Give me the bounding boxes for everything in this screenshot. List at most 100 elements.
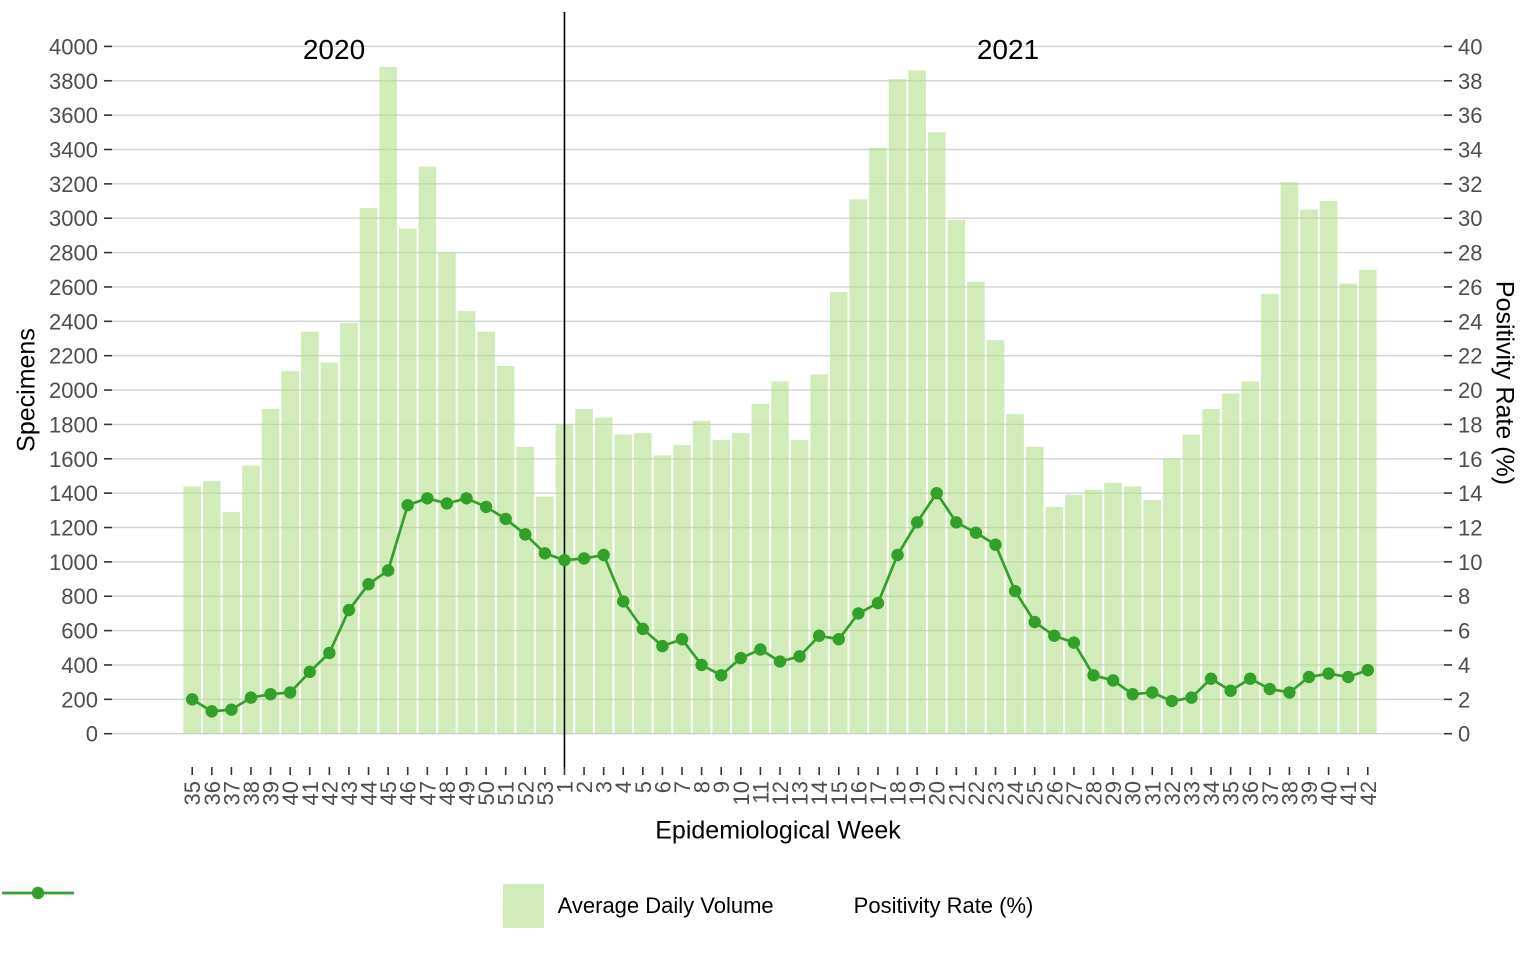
x-tick-label: 41 xyxy=(1336,781,1361,805)
volume-bar xyxy=(242,465,260,734)
volume-bar xyxy=(634,433,652,734)
positivity-point xyxy=(421,492,434,505)
volume-bar xyxy=(888,79,907,734)
positivity-point xyxy=(910,516,924,529)
x-tick-label: 35 xyxy=(1219,781,1244,805)
volume-bar xyxy=(340,323,358,734)
y2-tick-label: 8 xyxy=(1458,584,1470,609)
positivity-point xyxy=(460,492,473,505)
y-tick-label: 1000 xyxy=(49,550,98,575)
volume-bar xyxy=(398,228,417,734)
positivity-point xyxy=(1146,686,1159,699)
volume-bar xyxy=(300,331,319,734)
positivity-point xyxy=(812,629,826,642)
x-tick-label: 27 xyxy=(1062,781,1087,805)
volume-bar xyxy=(849,199,868,734)
y2-tick-label: 18 xyxy=(1458,412,1482,437)
positivity-point xyxy=(1008,584,1022,598)
x-tick-label: 31 xyxy=(1140,781,1165,805)
y-tick-label: 2600 xyxy=(49,275,98,300)
x-tick-label: 48 xyxy=(435,781,460,805)
volume-bar xyxy=(986,340,1005,734)
x-tick-label: 18 xyxy=(886,781,911,805)
volume-bar xyxy=(1221,393,1240,734)
volume-bar xyxy=(261,408,280,734)
x-tick-label: 14 xyxy=(807,781,832,805)
volume-bar xyxy=(732,433,750,734)
positivity-point xyxy=(538,547,552,560)
volume-bar xyxy=(536,496,554,734)
volume-bar xyxy=(1123,486,1142,734)
positivity-point xyxy=(577,552,591,565)
legend-item-positivity: Positivity Rate (%) xyxy=(2,886,1033,919)
positivity-point xyxy=(773,655,787,668)
volume-bar xyxy=(202,481,221,734)
x-tick-label: 32 xyxy=(1160,781,1185,805)
volume-bar xyxy=(712,439,731,734)
x-tick-label: 2 xyxy=(572,781,597,793)
positivity-point xyxy=(342,603,356,617)
positivity-point xyxy=(1263,682,1277,696)
positivity-point xyxy=(205,705,218,718)
y-tick-label: 400 xyxy=(61,653,98,678)
x-tick-label: 11 xyxy=(748,781,773,804)
x-tick-label: 30 xyxy=(1121,781,1146,805)
positivity-point xyxy=(519,528,532,541)
positivity-point xyxy=(950,516,963,529)
volume-bar xyxy=(1339,283,1357,734)
x-tick-label: 8 xyxy=(690,781,715,793)
positivity-point xyxy=(479,500,493,514)
y-tick-label: 200 xyxy=(61,687,98,712)
volume-bar xyxy=(1045,506,1064,734)
positivity-point xyxy=(1302,670,1316,684)
y-tick-label: 0 xyxy=(86,722,98,747)
volume-bar xyxy=(810,374,828,734)
positivity-point xyxy=(1244,672,1257,685)
positivity-point xyxy=(323,646,336,660)
x-tick-label: 37 xyxy=(219,781,244,805)
positivity-point xyxy=(283,686,297,699)
positivity-point xyxy=(1165,694,1179,708)
positivity-point xyxy=(715,669,728,682)
volume-bar xyxy=(1319,201,1338,734)
positivity-point xyxy=(1341,670,1355,684)
y-tick-label: 3600 xyxy=(49,103,98,128)
positivity-point xyxy=(264,687,277,701)
x-tick-label: 35 xyxy=(180,781,205,805)
volume-bar xyxy=(457,311,476,734)
positivity-point xyxy=(1067,636,1081,649)
positivity-point xyxy=(1322,667,1335,680)
volume-bar xyxy=(575,408,593,734)
x-tick-label: 6 xyxy=(650,781,675,793)
volume-bar xyxy=(1104,482,1122,734)
positivity-point xyxy=(930,486,943,500)
volume-bar xyxy=(1143,500,1162,734)
x-tick-label: 49 xyxy=(455,781,480,805)
y2-tick-label: 26 xyxy=(1458,275,1482,300)
volume-bar xyxy=(594,417,613,734)
volume-bar xyxy=(673,445,691,734)
x-tick-label: 5 xyxy=(631,781,656,793)
volume-bar xyxy=(359,207,378,734)
y-tick-label: 3000 xyxy=(49,206,98,231)
x-tick-label: 39 xyxy=(1297,781,1322,805)
y2-tick-label: 32 xyxy=(1458,172,1482,197)
positivity-point xyxy=(989,538,1002,551)
volume-bar xyxy=(1261,293,1279,734)
y-tick-label: 1800 xyxy=(49,412,98,437)
x-tick-label: 25 xyxy=(1023,781,1048,805)
positivity-point xyxy=(675,632,689,646)
x-tick-label: 38 xyxy=(239,781,264,805)
y2-tick-label: 14 xyxy=(1458,481,1482,506)
y2-tick-label: 10 xyxy=(1458,550,1482,575)
x-tick-label: 9 xyxy=(709,781,734,793)
y2-tick-label: 38 xyxy=(1458,69,1482,94)
volume-bar xyxy=(869,147,887,734)
y-tick-label: 800 xyxy=(61,584,98,609)
x-tick-label: 19 xyxy=(905,781,930,805)
x-tick-label: 20 xyxy=(925,781,950,805)
legend: Average Daily Volume Positivity Rate (%) xyxy=(0,884,1536,928)
positivity-point xyxy=(793,650,806,663)
volume-bar xyxy=(1182,434,1201,734)
x-tick-label: 22 xyxy=(964,781,989,805)
